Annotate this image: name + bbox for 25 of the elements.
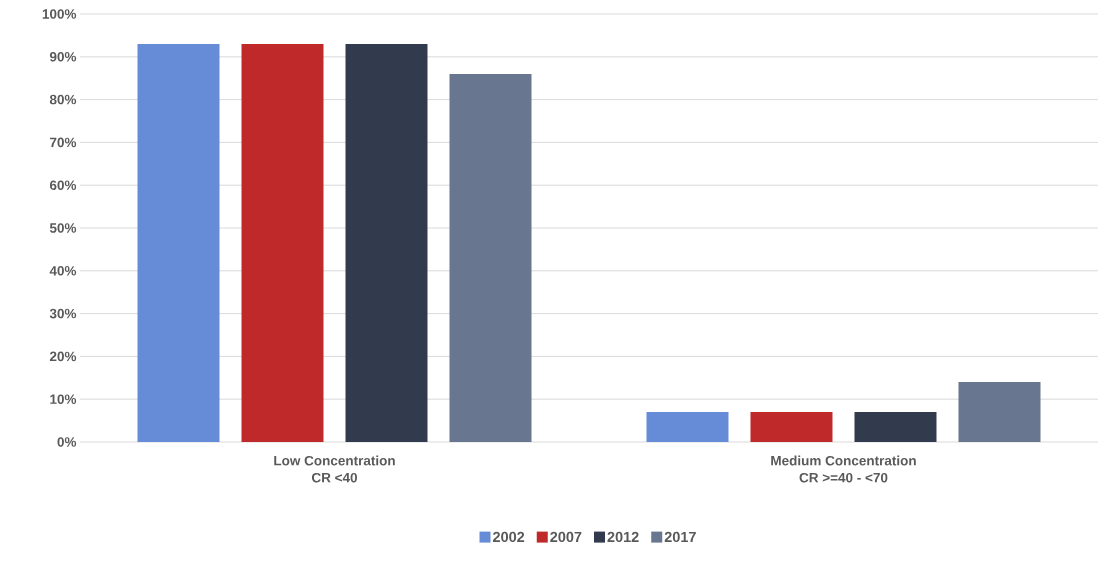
y-tick-label: 60%: [49, 180, 77, 190]
bar: [449, 73, 532, 442]
y-tick-label: 10%: [50, 394, 77, 404]
bar: [750, 412, 833, 442]
legend-label: 2007: [550, 531, 582, 543]
bar: [958, 382, 1041, 442]
legend-label: 2002: [493, 531, 525, 543]
legend-label: 2017: [664, 531, 696, 543]
bar: [241, 43, 324, 442]
y-tick-label: 30%: [49, 308, 77, 319]
y-tick-label: 90%: [49, 52, 77, 62]
x-tick-label: Medium Concentration CR >=40 - <70: [771, 455, 916, 483]
bar: [854, 412, 937, 442]
y-tick-label: 0%: [57, 437, 77, 447]
y-tick-label: 20%: [49, 351, 77, 362]
y-tick-label: 100%: [42, 9, 77, 19]
y-tick-label: 80%: [49, 94, 77, 105]
y-tick-label: 70%: [50, 137, 77, 148]
y-tick-label: 40%: [49, 266, 77, 276]
bar: [137, 43, 220, 442]
bar: [646, 412, 729, 442]
legend-label: 2012: [607, 531, 639, 543]
x-tick-label: Low Concentration CR <40: [274, 455, 395, 483]
bar: [345, 43, 428, 442]
y-tick-label: 50%: [49, 223, 77, 233]
